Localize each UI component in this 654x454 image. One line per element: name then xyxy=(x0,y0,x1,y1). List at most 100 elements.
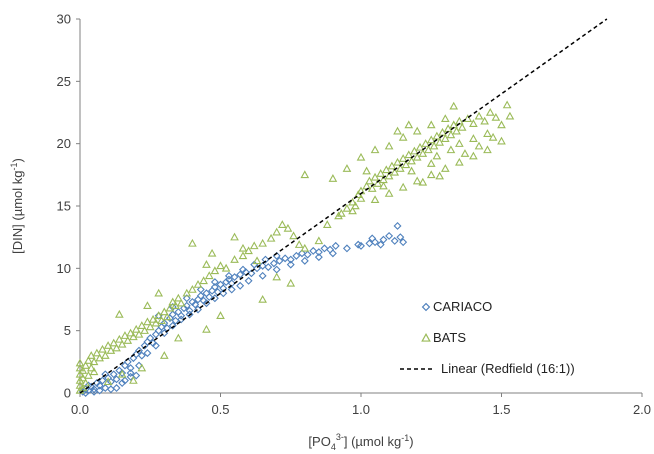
cariaco-point xyxy=(333,243,339,249)
bats-point xyxy=(470,153,477,159)
bats-point xyxy=(203,261,210,267)
bats-point xyxy=(445,125,452,131)
bats-point xyxy=(394,159,401,165)
x-tick-label: 0.0 xyxy=(71,402,89,417)
cariaco-point xyxy=(113,385,119,391)
bats-point xyxy=(330,175,337,181)
bats-point xyxy=(453,128,460,134)
bats-point xyxy=(433,153,440,159)
bats-point xyxy=(419,150,426,156)
bats-point xyxy=(99,346,106,352)
bats-point xyxy=(91,368,98,374)
cariaco-point xyxy=(302,258,308,264)
bats-point xyxy=(400,134,407,140)
x-tick-label: 0.5 xyxy=(211,402,229,417)
bats-point xyxy=(414,154,421,160)
bats-point xyxy=(377,170,384,176)
redfield-trendline xyxy=(80,19,607,393)
bats-point xyxy=(450,103,457,109)
legend-marker-bats xyxy=(422,334,430,341)
bats-point xyxy=(504,102,511,108)
bats-point xyxy=(400,184,407,190)
cariaco-point xyxy=(330,250,336,256)
bats-point xyxy=(439,129,446,135)
bats-point xyxy=(301,171,308,177)
bats-point xyxy=(386,143,393,149)
bats-point xyxy=(217,262,224,268)
cariaco-point xyxy=(108,386,114,392)
y-tick-label: 10 xyxy=(57,261,71,276)
y-tick-label: 30 xyxy=(57,12,71,27)
bats-point xyxy=(259,296,266,302)
bats-point xyxy=(259,240,266,246)
bats-point xyxy=(290,233,297,239)
bats-point xyxy=(279,221,286,227)
bats-point xyxy=(428,137,435,143)
bats-point xyxy=(394,128,401,134)
x-axis-title-unit-sup: -1 xyxy=(401,433,409,443)
cariaco-point xyxy=(304,251,310,257)
bats-point xyxy=(231,234,238,240)
bats-point xyxy=(498,122,505,128)
bats-point xyxy=(442,165,449,171)
bats-point xyxy=(450,122,457,128)
bats-point xyxy=(408,168,415,174)
bats-point xyxy=(116,311,123,317)
x-axis-title-close: ) xyxy=(409,434,413,449)
bats-point xyxy=(175,335,182,341)
y-tick-labels: 051015202530 xyxy=(57,12,80,401)
y-axis-title-unit-sup: -1 xyxy=(9,162,19,170)
bats-point xyxy=(254,257,261,263)
cariaco-point xyxy=(158,324,164,330)
bats-point xyxy=(470,135,477,141)
x-tick-label: 2.0 xyxy=(633,402,651,417)
x-axis-title-suffix: ] (µmol kg xyxy=(344,434,401,449)
bats-point xyxy=(459,124,466,130)
x-tick-label: 1.5 xyxy=(492,402,510,417)
bats-point xyxy=(372,174,379,180)
bats-point xyxy=(414,178,421,184)
bats-point xyxy=(386,190,393,196)
bats-point xyxy=(273,274,280,280)
bats-point xyxy=(408,158,415,164)
bats-point xyxy=(498,138,505,144)
series-cariaco xyxy=(80,223,407,396)
bats-point xyxy=(296,241,303,247)
bats-point xyxy=(195,281,202,287)
bats-point xyxy=(411,148,418,154)
cariaco-point xyxy=(274,266,280,272)
bats-point xyxy=(490,134,497,140)
cariaco-point xyxy=(153,331,159,337)
x-axis-title-prefix: [PO xyxy=(308,434,330,449)
bats-point xyxy=(285,225,292,231)
y-axis-title: [DIN] (µmol kg-1) xyxy=(9,158,25,254)
bats-point xyxy=(431,143,438,149)
bats-point xyxy=(287,280,294,286)
bats-point xyxy=(428,122,435,128)
legend-item-cariaco: CARIACO xyxy=(423,299,493,314)
bats-point xyxy=(428,171,435,177)
legend: CARIACO BATS Linear (Redfield (16:1)) xyxy=(400,299,575,376)
cariaco-point xyxy=(237,283,243,289)
bats-point xyxy=(363,168,370,174)
cariaco-point xyxy=(245,278,251,284)
legend-label-cariaco: CARIACO xyxy=(433,299,492,314)
bats-point xyxy=(462,150,469,156)
bats-point xyxy=(372,196,379,202)
bats-point xyxy=(344,165,351,171)
y-axis-title-prefix: [DIN] (µmol kg xyxy=(10,171,25,254)
bats-point xyxy=(358,195,365,201)
bats-point xyxy=(366,178,373,184)
bats-point xyxy=(405,151,412,157)
bats-point xyxy=(217,312,224,318)
series-bats xyxy=(77,102,514,394)
bats-point xyxy=(389,163,396,169)
bats-point xyxy=(268,235,275,241)
bats-point xyxy=(476,143,483,149)
bats-point xyxy=(414,128,421,134)
bats-point xyxy=(231,256,238,262)
bats-point xyxy=(301,245,308,251)
legend-item-bats: BATS xyxy=(422,330,466,345)
bats-point xyxy=(251,242,258,248)
